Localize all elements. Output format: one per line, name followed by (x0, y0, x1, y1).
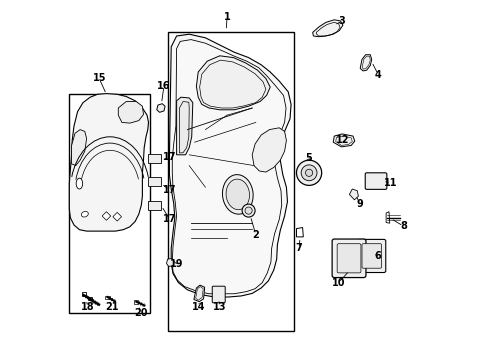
Circle shape (296, 160, 321, 185)
Text: 19: 19 (170, 258, 183, 269)
Polygon shape (105, 296, 110, 299)
Text: 12: 12 (336, 135, 349, 145)
Text: 21: 21 (105, 302, 119, 312)
Polygon shape (349, 189, 358, 200)
Polygon shape (360, 55, 372, 71)
Polygon shape (134, 300, 139, 304)
Polygon shape (88, 297, 92, 300)
FancyBboxPatch shape (332, 239, 366, 278)
Text: 15: 15 (93, 73, 106, 84)
FancyBboxPatch shape (337, 244, 361, 273)
Text: 3: 3 (339, 16, 345, 26)
Circle shape (305, 169, 313, 176)
Polygon shape (386, 212, 390, 223)
Text: 17: 17 (163, 152, 176, 162)
Polygon shape (167, 258, 174, 266)
Bar (148, 154, 161, 163)
Polygon shape (81, 292, 86, 296)
Text: 11: 11 (384, 178, 397, 188)
Text: 14: 14 (192, 302, 205, 312)
Text: 20: 20 (134, 308, 147, 318)
Polygon shape (196, 56, 270, 110)
Text: 5: 5 (306, 153, 313, 163)
Polygon shape (157, 104, 165, 112)
Text: 4: 4 (375, 69, 382, 80)
Text: 17: 17 (163, 214, 176, 224)
Polygon shape (118, 102, 144, 123)
Ellipse shape (222, 175, 253, 214)
Text: 10: 10 (332, 278, 345, 288)
FancyBboxPatch shape (358, 239, 386, 273)
Circle shape (242, 204, 255, 217)
Polygon shape (313, 20, 343, 37)
Ellipse shape (226, 179, 249, 210)
Polygon shape (194, 285, 205, 302)
Polygon shape (176, 97, 193, 155)
Ellipse shape (76, 178, 83, 189)
Polygon shape (296, 228, 303, 237)
Bar (69, 94, 149, 313)
Polygon shape (72, 130, 87, 166)
Text: 13: 13 (213, 302, 226, 312)
Text: 18: 18 (80, 302, 94, 312)
Polygon shape (102, 212, 111, 220)
Bar (168, 32, 294, 331)
FancyBboxPatch shape (362, 244, 381, 268)
FancyBboxPatch shape (212, 286, 225, 303)
Bar (148, 201, 161, 210)
Circle shape (245, 207, 252, 214)
Text: 8: 8 (400, 221, 407, 231)
Polygon shape (333, 134, 355, 147)
Polygon shape (252, 128, 286, 172)
Text: 6: 6 (375, 251, 382, 261)
Polygon shape (170, 34, 291, 297)
Text: 9: 9 (357, 199, 364, 210)
Ellipse shape (81, 211, 88, 217)
Text: 1: 1 (223, 12, 230, 22)
Text: 17: 17 (163, 185, 176, 195)
FancyBboxPatch shape (365, 173, 387, 189)
Text: 2: 2 (252, 230, 259, 240)
Bar (148, 177, 161, 186)
Polygon shape (113, 212, 122, 221)
Text: 16: 16 (157, 81, 171, 91)
Polygon shape (69, 94, 148, 231)
Circle shape (301, 165, 317, 181)
Text: 7: 7 (295, 243, 302, 253)
